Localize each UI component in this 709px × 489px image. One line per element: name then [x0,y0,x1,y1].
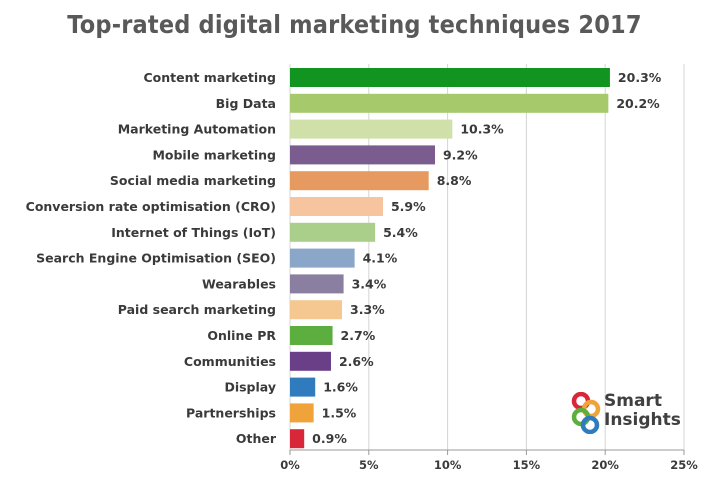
x-tick-label: 0% [280,458,300,472]
category-label: Paid search marketing [118,302,276,317]
value-label: 10.3% [460,122,504,137]
bar [290,429,305,449]
bar [290,274,344,294]
x-tick-label: 5% [359,458,379,472]
smart-insights-logo: Smart Insights [568,390,698,436]
category-label: Display [224,380,276,395]
bar [290,119,453,139]
bar [290,197,383,216]
category-label: Social media marketing [110,173,276,188]
value-label: 8.8% [437,173,472,188]
chart-title: Top-rated digital marketing techniques 2… [67,10,642,39]
value-label: 1.6% [323,380,358,395]
bar [290,93,609,113]
value-label: 4.1% [363,251,398,266]
value-label: 20.2% [616,96,660,111]
x-axis: 0% 5% 10% 15% 20% 25% [280,449,698,472]
bar [290,222,376,242]
smart-insights-logo-text: Smart Insights [604,392,681,430]
value-label: 1.5% [322,405,357,420]
category-label: Online PR [207,328,276,343]
bar [290,403,314,423]
category-label: Mobile marketing [152,147,276,162]
bar [290,351,331,371]
value-label: 5.4% [383,225,418,240]
category-label: Marketing Automation [118,122,276,137]
value-labels: 20.3% 20.2% 10.3% 9.2% 8.8% 5.9% 5.4% 4.1% 3.4% 3… [312,70,662,446]
value-label: 20.3% [618,70,662,85]
bar [290,377,316,397]
x-tick-label: 25% [670,458,698,472]
logo-line-1: Smart [604,391,662,411]
bar [290,145,435,165]
category-label: Content marketing [143,70,276,85]
category-label: Other [236,431,277,446]
value-label: 2.6% [339,354,374,369]
bar [290,326,333,345]
value-label: 5.9% [391,199,426,214]
value-label: 9.2% [443,147,478,162]
bar [290,248,355,268]
bars [290,68,610,449]
bar [290,68,610,87]
x-tick-label: 15% [513,458,541,472]
value-label: 3.4% [352,276,387,291]
category-label: Conversion rate optimisation (CRO) [26,199,276,214]
smart-insights-logo-icon [571,392,601,434]
category-label: Big Data [216,96,276,111]
category-label: Search Engine Optimisation (SEO) [36,251,276,266]
value-label: 3.3% [350,302,385,317]
category-label: Internet of Things (IoT) [111,225,276,240]
category-label: Communities [184,354,276,369]
value-label: 0.9% [312,431,347,446]
value-label: 2.7% [341,328,376,343]
x-tick-label: 10% [434,458,462,472]
category-label: Partnerships [186,405,276,420]
bar [290,171,429,191]
logo-line-2: Insights [604,410,681,430]
x-tick-label: 20% [591,458,619,472]
bar [290,300,343,320]
category-label: Wearables [202,276,276,291]
category-labels: Content marketing Big Data Marketing Autom… [26,70,277,446]
